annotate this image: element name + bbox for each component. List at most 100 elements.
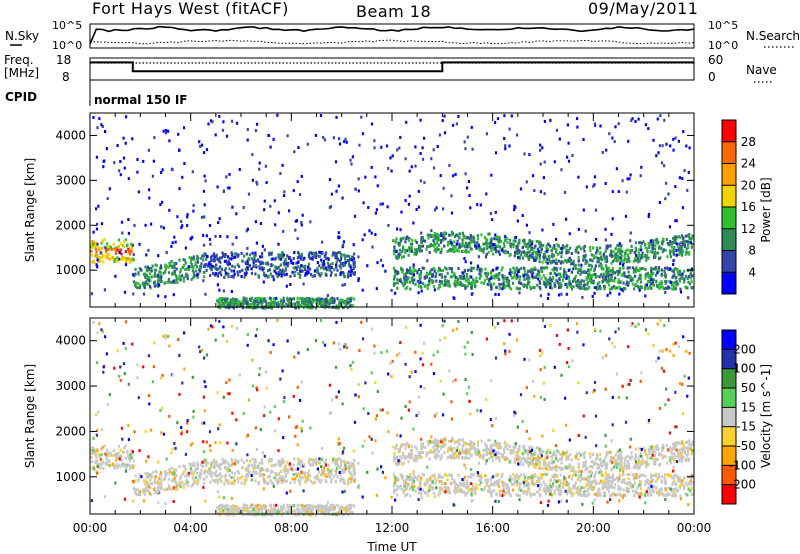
power-cell: [454, 279, 457, 283]
power-cell: [566, 244, 569, 248]
power-cell: [91, 260, 94, 264]
power-cell: [393, 252, 396, 256]
power-cell: [132, 273, 135, 277]
power-cell: [397, 252, 400, 256]
power-cell: [621, 250, 624, 253]
ytick-label: 2000: [55, 218, 86, 232]
power-cell: [529, 269, 532, 273]
power-cell: [566, 123, 569, 127]
velocity-cell: [626, 473, 629, 477]
velocity-cell: [558, 484, 561, 488]
power-cell: [394, 291, 397, 295]
power-cell: [468, 237, 471, 241]
power-cell: [321, 299, 324, 303]
power-cell: [252, 258, 255, 262]
velocity-cell: [317, 503, 320, 507]
power-cell: [409, 271, 412, 275]
power-cell: [146, 268, 149, 272]
power-cell: [228, 267, 231, 271]
velocity-cell: [617, 479, 620, 483]
velocity-cell: [237, 480, 240, 484]
velocity-cell: [265, 480, 268, 484]
power-cell: [553, 247, 556, 251]
power-cell: [526, 246, 530, 250]
power-cell: [655, 267, 658, 271]
power-cell: [493, 247, 496, 251]
power-cell: [373, 139, 376, 143]
power-cell: [568, 232, 571, 236]
power-cell: [328, 178, 332, 181]
power-cell: [407, 253, 410, 257]
power-cell: [257, 259, 260, 263]
power-cell: [122, 136, 125, 140]
velocity-cell: [289, 509, 292, 513]
velocity-cell: [277, 479, 280, 483]
velocity-cell: [396, 493, 399, 497]
power-cell: [176, 215, 179, 219]
velocity-cell: [323, 469, 326, 473]
power-cell: [393, 275, 396, 279]
power-cell: [401, 270, 404, 274]
power-cell: [299, 273, 302, 277]
power-cell: [421, 146, 424, 150]
power-cell: [493, 237, 496, 241]
power-cell: [297, 265, 300, 269]
power-cell: [332, 136, 335, 140]
power-cell: [255, 241, 258, 245]
power-cell: [272, 137, 275, 141]
power-cell: [296, 304, 299, 308]
power-cell: [214, 234, 217, 238]
power-cell: [319, 297, 322, 301]
power-cell: [202, 275, 206, 279]
velocity-cell: [655, 474, 658, 478]
power-cell: [592, 246, 595, 250]
power-cell: [611, 267, 615, 271]
velocity-cell: [305, 506, 308, 510]
velocity-cell: [688, 489, 692, 493]
power-cell: [622, 266, 625, 270]
power-cell: [174, 274, 177, 278]
power-cell: [245, 229, 248, 233]
power-cell: [582, 271, 585, 275]
power-cell: [431, 244, 434, 247]
velocity-cell: [652, 490, 655, 493]
power-cell: [114, 274, 117, 278]
power-cell: [567, 276, 570, 280]
power-cell: [92, 230, 95, 234]
power-cell: [646, 271, 649, 275]
velocity-cell: [261, 474, 264, 478]
power-cell: [600, 255, 603, 259]
power-cell: [102, 254, 105, 258]
velocity-cell: [319, 461, 322, 465]
velocity-cell: [246, 466, 249, 470]
power-cell: [215, 253, 218, 257]
power-cell: [575, 247, 578, 251]
velocity-cell: [303, 471, 306, 475]
velocity-cell: [285, 479, 288, 483]
power-cell: [462, 275, 466, 279]
power-cell: [621, 272, 624, 276]
power-cell: [186, 267, 189, 271]
power-cell: [297, 251, 300, 255]
velocity-cell: [423, 473, 426, 477]
power-cell: [421, 244, 425, 248]
velocity-cell: [215, 470, 218, 473]
velocity-cell: [613, 486, 616, 490]
power-cell: [610, 273, 613, 277]
velocity-cell: [344, 461, 347, 464]
velocity-cell: [238, 509, 241, 513]
power-cell: [267, 134, 270, 137]
power-cell: [539, 294, 542, 298]
power-cell: [583, 249, 586, 253]
power-cell: [479, 246, 482, 250]
power-cell: [192, 266, 195, 269]
power-cell: [472, 235, 475, 239]
power-cell: [102, 159, 105, 163]
velocity-cell: [106, 453, 109, 457]
power-cell: [210, 255, 213, 259]
power-cell: [467, 280, 470, 283]
velocity-cell: [299, 461, 302, 465]
velocity-cell: [675, 486, 678, 490]
power-cell: [659, 281, 662, 285]
colorbar-segment: [722, 207, 736, 230]
